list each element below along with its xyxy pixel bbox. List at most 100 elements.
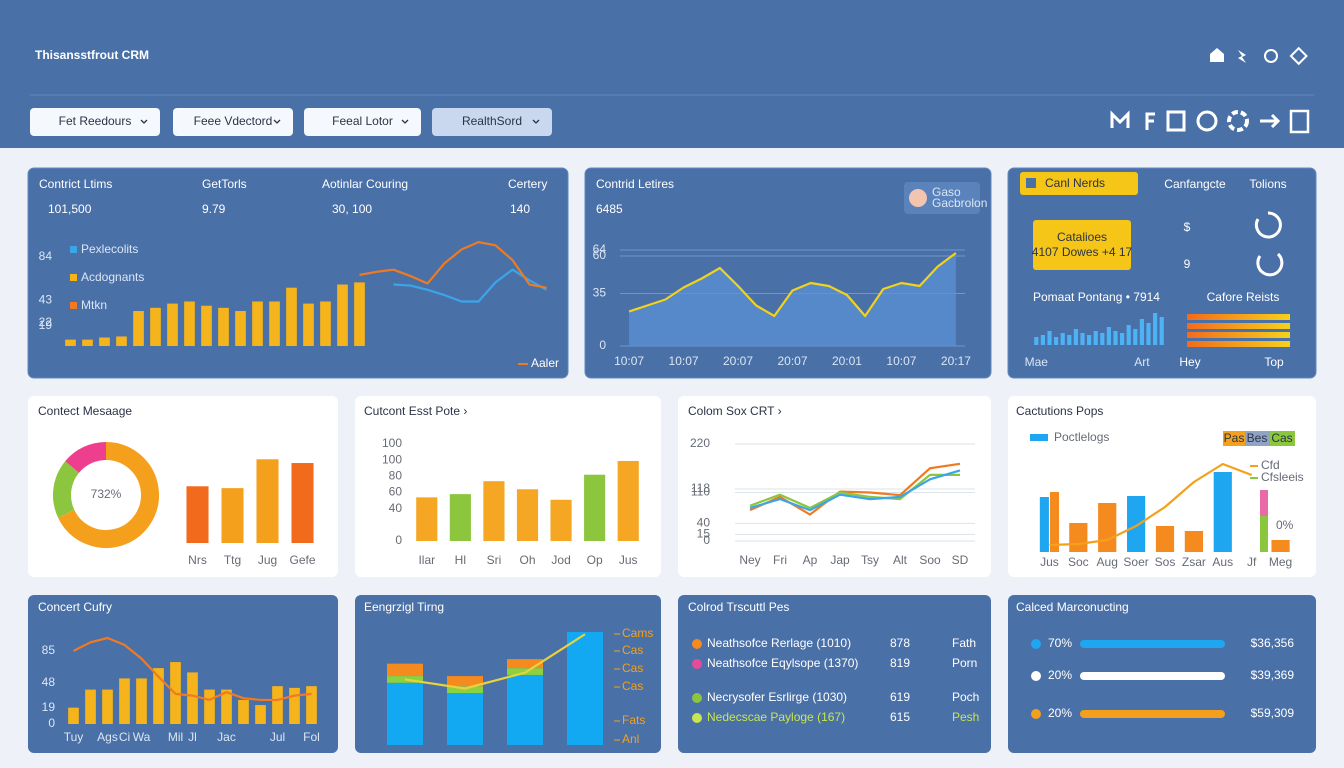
bar (507, 674, 543, 745)
bar (201, 305, 212, 346)
badge (904, 182, 980, 214)
avatar (909, 189, 927, 207)
x-tick-label: Jul (270, 730, 285, 744)
bar (1049, 492, 1060, 552)
x-tick-label: 20:17 (941, 354, 971, 368)
legend-box (1245, 431, 1270, 446)
x-tick-label: Soc (1068, 555, 1089, 569)
row-status: Fath (952, 636, 976, 650)
kpi-value: 9.79 (202, 202, 226, 216)
row-status: Porn (952, 656, 977, 670)
chevron[interactable] (401, 119, 409, 124)
chart-title: Cutcont Esst Pote › (364, 404, 467, 418)
legend-swatch (70, 274, 77, 281)
bar (238, 699, 249, 724)
decor-bar (1187, 323, 1290, 329)
icon[interactable] (1238, 50, 1246, 63)
kpi-label: Certery (508, 177, 547, 191)
x-tick-label: Tsy (861, 553, 879, 567)
y-tick-label: 19 (39, 318, 53, 332)
filter-button[interactable] (30, 108, 160, 136)
bar (289, 687, 300, 724)
row-value: 819 (890, 656, 910, 670)
x-tick-label: Jug (258, 553, 277, 567)
filter-button[interactable] (432, 108, 552, 136)
status-dot (692, 639, 702, 649)
x-tick-label: Wa (133, 730, 151, 744)
line (749, 469, 961, 512)
filter-button[interactable] (304, 108, 421, 136)
chevron[interactable] (532, 119, 540, 124)
x-tick-label: Jf (1247, 555, 1257, 569)
legend-box (1223, 431, 1245, 446)
chevron[interactable] (273, 119, 281, 124)
icon[interactable] (1145, 112, 1155, 130)
filter-label[interactable]: RealthSord (462, 114, 522, 128)
y-tick-label: 60 (593, 248, 607, 262)
icon[interactable] (1227, 110, 1249, 132)
row-status: Poch (952, 690, 979, 704)
icon[interactable] (1289, 109, 1310, 134)
bar (99, 337, 110, 346)
bar (286, 287, 297, 346)
filter-label[interactable]: Feeal Lotor (332, 114, 393, 128)
x-tick-label: 10:07 (886, 354, 916, 368)
filter-label[interactable]: Fet Reedours (59, 114, 132, 128)
status-dot (692, 713, 702, 723)
caption: Pomaat Pontang • 7914 (1033, 290, 1160, 304)
icon[interactable] (1260, 113, 1281, 129)
x-tick-label: Ilar (418, 553, 435, 567)
bar (1047, 331, 1052, 345)
icon[interactable] (1196, 110, 1218, 132)
line (359, 241, 547, 289)
filter-label[interactable]: Feee Vdectord (194, 114, 273, 128)
y-tick-label: 84 (39, 249, 53, 263)
bar (303, 303, 314, 346)
icon (1026, 178, 1036, 188)
note-text: Catalioes (1057, 230, 1107, 244)
bar (516, 489, 539, 541)
row-value: 619 (890, 690, 910, 704)
bar (337, 284, 348, 346)
bar (1113, 331, 1118, 345)
bar (1069, 523, 1088, 552)
bar (1120, 333, 1125, 345)
x-tick-label: Oh (519, 553, 535, 567)
progress-bar (1080, 710, 1225, 718)
x-tick-label: 10:07 (669, 354, 699, 368)
bar (204, 689, 215, 724)
progress-bar (1080, 672, 1225, 680)
card-title: Contrid Letires (596, 177, 674, 191)
x-tick-label: 10:07 (614, 354, 644, 368)
progress-bar (1080, 640, 1225, 648)
bar (1067, 335, 1072, 345)
bar (187, 672, 198, 724)
filter-button[interactable] (173, 108, 293, 136)
header-icons[interactable] (1110, 46, 1310, 134)
legend-box (1270, 431, 1295, 446)
card (27, 167, 569, 379)
status-dot (692, 659, 702, 669)
icon[interactable] (1166, 110, 1186, 132)
y-tick-label: 110 (691, 485, 710, 499)
y-tick-label: 22 (39, 315, 53, 329)
button-label[interactable]: Canl Nerds (1045, 176, 1105, 190)
x-tick-label: SD (952, 553, 969, 567)
icon[interactable] (1289, 46, 1308, 66)
legend-swatch (1030, 434, 1048, 441)
icon[interactable] (1264, 49, 1278, 63)
bar (483, 481, 505, 541)
bar (255, 705, 266, 724)
button[interactable] (1020, 172, 1138, 195)
decor-bar (1260, 490, 1268, 516)
x-tick-label: Op (587, 553, 603, 567)
bar (1106, 327, 1111, 345)
kpi-value: 6485 (596, 202, 623, 216)
x-tick-label: Jap (830, 553, 850, 567)
icon[interactable] (1210, 48, 1224, 62)
chevron[interactable] (140, 119, 148, 124)
x-tick-label: Sri (487, 553, 502, 567)
icon[interactable] (1110, 110, 1130, 128)
area (629, 253, 956, 346)
